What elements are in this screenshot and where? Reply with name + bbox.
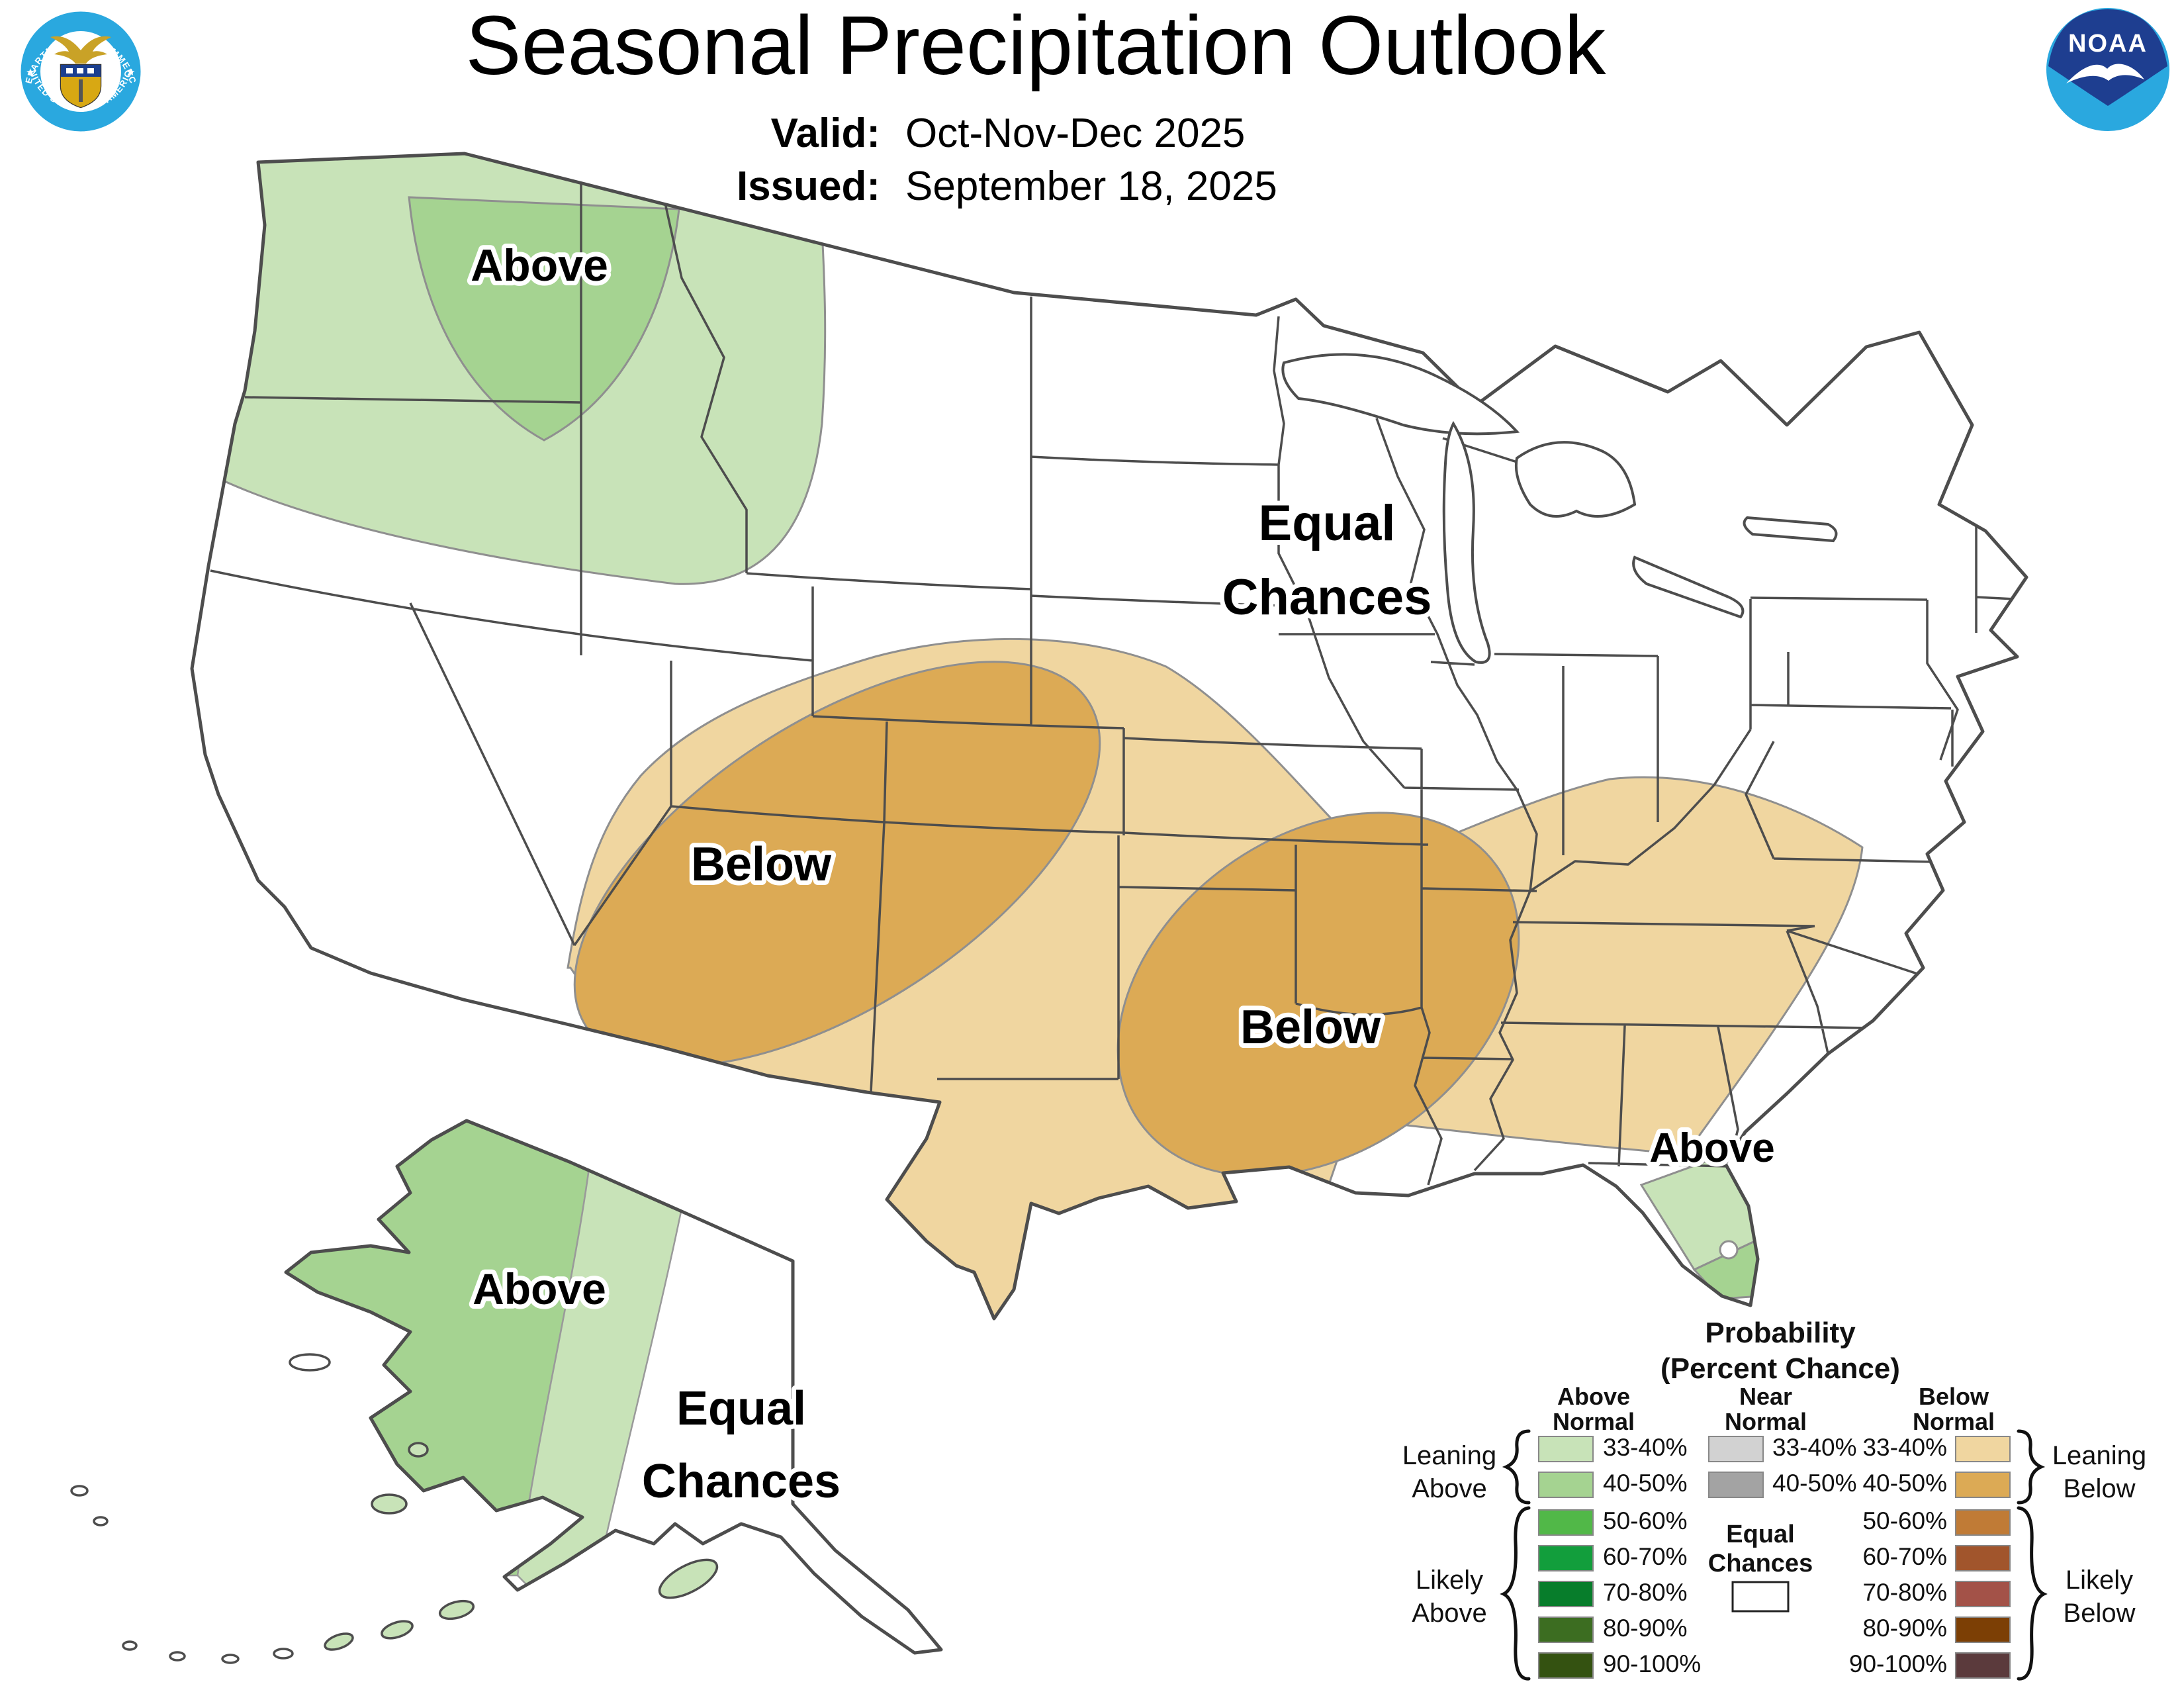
range-above-33-40: 33-40%	[1603, 1434, 1688, 1461]
lake-okeechobee	[1719, 1240, 1739, 1260]
legend-header-below-line2: Normal	[1913, 1408, 1995, 1435]
swatch-above-40-50	[1538, 1472, 1594, 1498]
legend-header-above-line1: Above	[1557, 1383, 1630, 1410]
issued-label: Issued:	[737, 164, 880, 209]
great-lakes	[1281, 353, 1838, 664]
group-likely-above-line2: Above	[1412, 1599, 1486, 1628]
commerce-seal-star-right: ★	[126, 67, 135, 78]
group-leaning-below-line2: Below	[2064, 1474, 2136, 1503]
swatch-near-33-40	[1708, 1436, 1764, 1462]
noaa-logo-text: NOAA	[2068, 30, 2148, 58]
lake-erie	[1632, 555, 1745, 619]
shield-icon	[60, 64, 102, 109]
brace-likely-above	[1500, 1506, 1531, 1681]
label-alaska-above: Above	[473, 1264, 606, 1313]
range-above-70-80: 70-80%	[1603, 1579, 1688, 1606]
swatch-below-40-50	[1955, 1472, 2011, 1498]
conus-outline	[190, 152, 2028, 1321]
lake-superior	[1281, 353, 1520, 436]
noaa-shell-shape	[2048, 9, 2167, 106]
region-pnw-above-40-50	[408, 196, 680, 442]
legend-column-near-normal: 33-40% 40-50% Equal Chances	[1708, 1434, 1857, 1613]
swatch-above-90-100	[1538, 1652, 1594, 1679]
range-above-90-100: 90-100%	[1603, 1650, 1701, 1677]
group-likely-below-line2: Below	[2064, 1599, 2136, 1628]
group-likely-above-line1: Likely	[1416, 1566, 1483, 1595]
state-borders	[210, 165, 2026, 1195]
swatch-below-70-80	[1955, 1581, 2011, 1607]
swatch-above-70-80	[1538, 1581, 1594, 1607]
label-alaska-equal-line2: Chances	[642, 1455, 841, 1508]
label-midwest-equal-line1: Equal	[1259, 495, 1396, 551]
alaska-outline	[284, 1119, 943, 1655]
swatch-above-33-40	[1538, 1436, 1594, 1462]
swatch-below-50-60	[1955, 1509, 2011, 1536]
page-title: Seasonal Precipitation Outlook	[465, 0, 1606, 92]
issued-value: September 18, 2025	[905, 164, 1277, 209]
group-leaning-above-line2: Above	[1412, 1474, 1486, 1503]
swatch-below-90-100	[1955, 1652, 2011, 1679]
eagle-icon	[50, 36, 111, 64]
swatch-below-60-70	[1955, 1545, 2011, 1571]
legend-braces	[1500, 1429, 2048, 1681]
swatch-below-33-40	[1955, 1436, 2011, 1462]
legend-title-line1: Probability	[1705, 1317, 1856, 1349]
valid-value: Oct-Nov-Dec 2025	[905, 111, 1245, 156]
commerce-seal: DEPARTMENT OF COMMERCE UNITED STATES OF …	[0, 0, 143, 134]
swatch-above-80-90	[1538, 1617, 1594, 1643]
swatch-near-40-50	[1708, 1472, 1764, 1498]
region-southwest-below-40-50	[573, 661, 1101, 1067]
range-below-70-80: 70-80%	[1862, 1579, 1947, 1606]
legend: Probability (Percent Chance) Above Norma…	[1402, 1317, 2146, 1681]
group-leaning-above-line1: Leaning	[1402, 1441, 1496, 1470]
range-below-50-60: 50-60%	[1862, 1507, 1947, 1534]
range-above-80-90: 80-90%	[1603, 1615, 1688, 1642]
label-southwest-below: Below	[691, 838, 832, 891]
label-alaska-equal-line1: Equal	[676, 1382, 806, 1435]
range-above-60-70: 60-70%	[1603, 1543, 1688, 1570]
seagull-icon	[2066, 64, 2144, 83]
brace-likely-below	[2017, 1506, 2048, 1681]
legend-header-near-line2: Normal	[1725, 1408, 1807, 1435]
legend-header-near-line1: Near	[1739, 1383, 1792, 1410]
group-likely-below-line1: Likely	[2066, 1566, 2133, 1595]
group-leaning-below-line1: Leaning	[2052, 1441, 2146, 1470]
label-pnw-above: Above	[471, 240, 608, 291]
label-florida-above: Above	[1649, 1125, 1774, 1171]
range-below-90-100: 90-100%	[1849, 1650, 1947, 1677]
label-midwest-equal-line2: Chances	[1222, 569, 1432, 626]
valid-label: Valid:	[771, 111, 880, 156]
range-below-40-50: 40-50%	[1862, 1470, 1947, 1497]
swatch-above-60-70	[1538, 1545, 1594, 1571]
commerce-seal-star-left: ★	[26, 67, 34, 78]
legend-title-line2: (Percent Chance)	[1661, 1352, 1900, 1385]
noaa-logo: NOAA	[2046, 8, 2169, 131]
swatch-below-80-90	[1955, 1617, 2011, 1643]
legend-equal-chances-line2: Chances	[1708, 1550, 1813, 1577]
legend-header-below-line1: Below	[1919, 1383, 1989, 1410]
lake-ontario	[1743, 516, 1838, 543]
brace-leaning-below	[2017, 1429, 2046, 1505]
lake-huron	[1514, 441, 1637, 518]
label-south-below: Below	[1240, 1001, 1381, 1054]
legend-column-above-normal: 33-40% 40-50% 50-60% 60-70% 70-80% 80-90…	[1538, 1434, 1701, 1679]
legend-column-below-normal: 33-40% 40-50% 50-60% 60-70% 70-80% 80-90…	[1849, 1434, 2011, 1679]
region-gulf-below-40-50	[1116, 812, 1520, 1177]
range-above-40-50: 40-50%	[1603, 1470, 1688, 1497]
legend-equal-chances-line1: Equal	[1726, 1521, 1794, 1548]
swatch-above-50-60	[1538, 1509, 1594, 1536]
alaska-islands	[70, 1353, 719, 1664]
swatch-equal-chances	[1731, 1581, 1790, 1613]
range-below-60-70: 60-70%	[1862, 1543, 1947, 1570]
range-below-80-90: 80-90%	[1862, 1615, 1947, 1642]
range-near-40-50: 40-50%	[1772, 1470, 1857, 1497]
range-above-50-60: 50-60%	[1603, 1507, 1688, 1534]
legend-header-above-line2: Normal	[1553, 1408, 1635, 1435]
lake-michigan	[1442, 420, 1491, 664]
range-near-33-40: 33-40%	[1772, 1434, 1857, 1461]
brace-leaning-above	[1502, 1429, 1531, 1505]
range-below-33-40: 33-40%	[1862, 1434, 1947, 1461]
